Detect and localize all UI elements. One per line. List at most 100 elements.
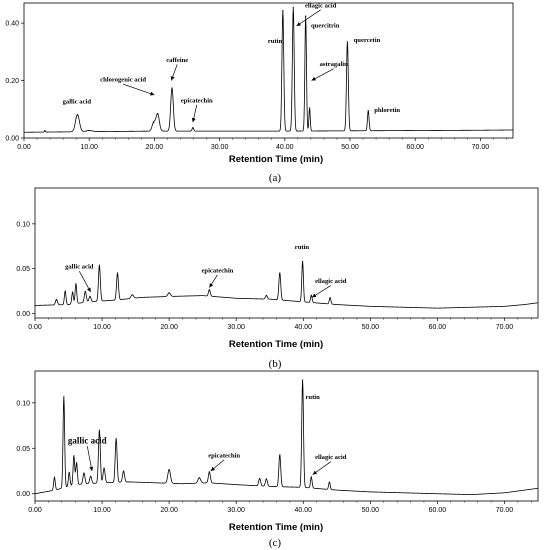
peak-point bbox=[131, 294, 133, 296]
x-tick-label: 10.00 bbox=[80, 144, 98, 151]
peak-point bbox=[89, 295, 91, 297]
peak-point bbox=[90, 475, 92, 477]
x-tick-label: 0.00 bbox=[17, 144, 31, 151]
panel-label: (c) bbox=[269, 537, 282, 549]
arrow-head bbox=[210, 466, 216, 471]
x-axis-label: Retention Time (min) bbox=[229, 154, 323, 165]
x-tick-label: 10.00 bbox=[93, 324, 111, 331]
peak-point bbox=[192, 127, 194, 129]
peak-point bbox=[265, 294, 267, 297]
x-tick-label: 10.00 bbox=[93, 507, 111, 514]
peak-annotation: phloretin bbox=[374, 107, 400, 114]
peak-point bbox=[346, 41, 348, 43]
peak-point bbox=[279, 272, 281, 274]
x-tick-label: 60.00 bbox=[429, 507, 447, 514]
peak-point bbox=[305, 15, 307, 17]
peak-annotation: quercetin bbox=[354, 37, 381, 44]
peak-annotation: quercitrin bbox=[311, 22, 340, 29]
peak-point bbox=[73, 455, 75, 457]
peak-point bbox=[63, 396, 65, 398]
peak-point bbox=[259, 478, 261, 480]
peak-annotation: ellagic acid bbox=[315, 278, 347, 285]
peak-point bbox=[208, 289, 210, 291]
peak-annotation: chlorogenic acid bbox=[100, 77, 146, 84]
arrow-head bbox=[170, 76, 175, 81]
plot-frame bbox=[23, 2, 514, 139]
peak-annotation: gallic acid bbox=[68, 436, 107, 446]
peak-point bbox=[168, 469, 170, 471]
peak-point bbox=[157, 113, 159, 115]
peak-point bbox=[64, 290, 66, 292]
y-tick-label: 0.40 bbox=[5, 21, 19, 28]
y-tick-label: 0.20 bbox=[5, 78, 19, 85]
arrow-head bbox=[89, 466, 94, 471]
chromatogram-trace bbox=[23, 7, 513, 133]
peak-point bbox=[88, 129, 90, 132]
peak-point bbox=[98, 264, 100, 266]
panel-label: (a) bbox=[269, 172, 282, 184]
x-tick-label: 20.00 bbox=[146, 144, 164, 151]
peak-annotation: ellagic acid bbox=[305, 2, 337, 9]
x-tick-label: 70.00 bbox=[496, 507, 514, 514]
annotation-arrow bbox=[311, 68, 334, 81]
peak-point bbox=[75, 462, 78, 464]
y-tick-label: 0.05 bbox=[16, 266, 30, 273]
peak-annotation: gallic acid bbox=[65, 264, 94, 271]
arrow-head bbox=[191, 117, 196, 123]
arrow-head bbox=[149, 91, 155, 96]
peak-point bbox=[282, 9, 284, 12]
x-tick-label: 30.00 bbox=[227, 324, 245, 331]
y-tick-label: 0.10 bbox=[16, 221, 30, 228]
plot-frame bbox=[34, 370, 539, 502]
peak-point bbox=[292, 6, 294, 9]
peak-annotation: caffeine bbox=[166, 57, 188, 64]
peak-annotation: gallic acid bbox=[63, 99, 92, 106]
peak-point bbox=[329, 297, 331, 299]
annotation-arrow bbox=[122, 83, 155, 96]
peak-point bbox=[308, 107, 311, 109]
x-tick-label: 60.00 bbox=[406, 144, 424, 151]
peak-point bbox=[301, 379, 304, 381]
x-tick-label: 50.00 bbox=[362, 507, 380, 514]
arrow-head bbox=[311, 76, 317, 81]
x-tick-label: 30.00 bbox=[227, 507, 245, 514]
y-tick-label: 0.05 bbox=[16, 446, 30, 453]
peak-point bbox=[103, 467, 105, 469]
x-tick-label: 40.00 bbox=[295, 507, 313, 514]
panel-label: (b) bbox=[269, 358, 282, 370]
peak-point bbox=[83, 472, 85, 474]
peak-annotation: astragalin bbox=[320, 61, 349, 68]
peak-annotation: ellagic acid bbox=[315, 454, 347, 461]
peak-annotation: epicatechin bbox=[208, 452, 240, 459]
x-axis-label: Retention Time (min) bbox=[229, 522, 323, 533]
x-tick-label: 20.00 bbox=[160, 324, 178, 331]
arrow-head bbox=[296, 22, 301, 26]
peak-point bbox=[75, 283, 77, 285]
x-tick-label: 60.00 bbox=[429, 324, 447, 331]
peak-point bbox=[328, 481, 331, 483]
peak-point bbox=[208, 471, 210, 473]
peak-annotation: rutin bbox=[268, 38, 283, 45]
chromatogram-panel-b: Retention Time (min) (b) 0.00 10.00 20.00 3… bbox=[16, 187, 539, 370]
peak-point bbox=[44, 130, 46, 132]
peak-point bbox=[53, 476, 56, 479]
peak-point bbox=[116, 272, 119, 274]
peak-point bbox=[84, 290, 86, 293]
y-tick-label: 0.00 bbox=[5, 136, 19, 143]
peak-point bbox=[265, 478, 267, 480]
annotation-arrow bbox=[86, 446, 93, 472]
arrow-head bbox=[209, 283, 214, 288]
arrow-head bbox=[86, 287, 91, 292]
arrow-head bbox=[312, 470, 318, 475]
y-tick-label: 0.00 bbox=[16, 491, 30, 498]
chromatogram-trace bbox=[34, 380, 539, 496]
x-tick-label: 50.00 bbox=[362, 324, 380, 331]
plot-frame bbox=[34, 187, 539, 319]
x-tick-label: 50.00 bbox=[341, 144, 359, 151]
x-tick-label: 0.00 bbox=[28, 507, 42, 514]
x-tick-label: 20.00 bbox=[160, 507, 178, 514]
peak-annotation: epicatechin bbox=[181, 97, 213, 104]
x-tick-label: 40.00 bbox=[276, 144, 294, 151]
x-tick-label: 70.00 bbox=[472, 144, 490, 151]
